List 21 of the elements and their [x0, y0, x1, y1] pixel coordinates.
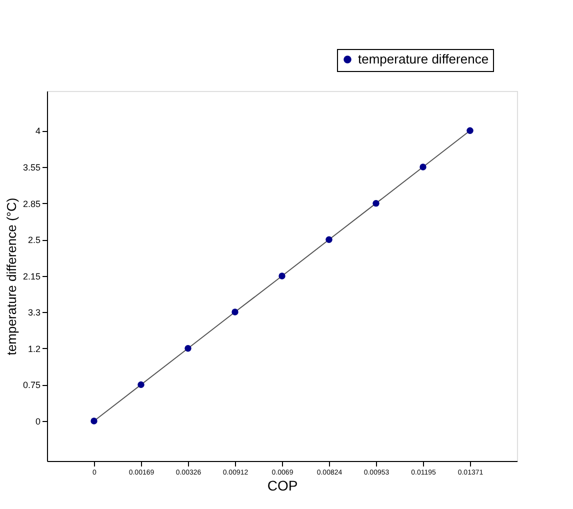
- point: [90, 418, 98, 424]
- y-axis-title: temperature difference (°C): [4, 198, 19, 356]
- category-label: 2.5: [28, 235, 40, 246]
- point: [278, 272, 286, 280]
- category-label: 2.15: [22, 272, 40, 282]
- x-axis-title: COP: [267, 478, 298, 494]
- point: [466, 127, 474, 134]
- point: [420, 164, 426, 170]
- legend-label: temperature difference: [358, 52, 489, 66]
- category-label: 4: [35, 126, 40, 136]
- category-label: 0.75: [22, 380, 40, 390]
- category-label: 3.3: [28, 308, 40, 318]
- category-label: 3.55: [22, 162, 40, 172]
- point: [184, 345, 192, 352]
- category-label: 1.2: [28, 344, 40, 354]
- category-label: 0: [35, 416, 40, 427]
- point: [326, 236, 332, 244]
- category-label: 2.85: [22, 198, 40, 209]
- point: [138, 381, 144, 388]
- point: [372, 200, 380, 207]
- point: [232, 308, 238, 316]
